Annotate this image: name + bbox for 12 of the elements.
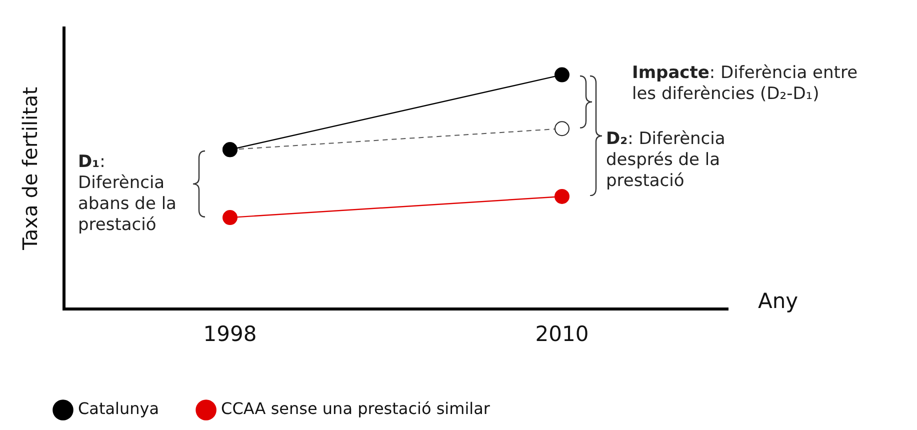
x-tick-label: 1998 [203,322,257,346]
point [222,210,238,226]
y-axis-title: Taxa de fertilitat [18,86,42,251]
x-tick-label: 2010 [535,322,589,346]
x-axis-title: Any [758,288,798,313]
point [554,188,570,204]
annotation: Impacte: Diferència entre les diferències (D₂-D₁) [632,62,859,105]
annotation: D₁: Diferència abans de la prestació [78,152,178,236]
legend-label: CCAA sense una prestació similar [221,399,490,418]
legend-label: Catalunya [78,399,160,418]
point [554,67,570,82]
annotation: D₂: Diferència després de la prestació [606,128,726,192]
